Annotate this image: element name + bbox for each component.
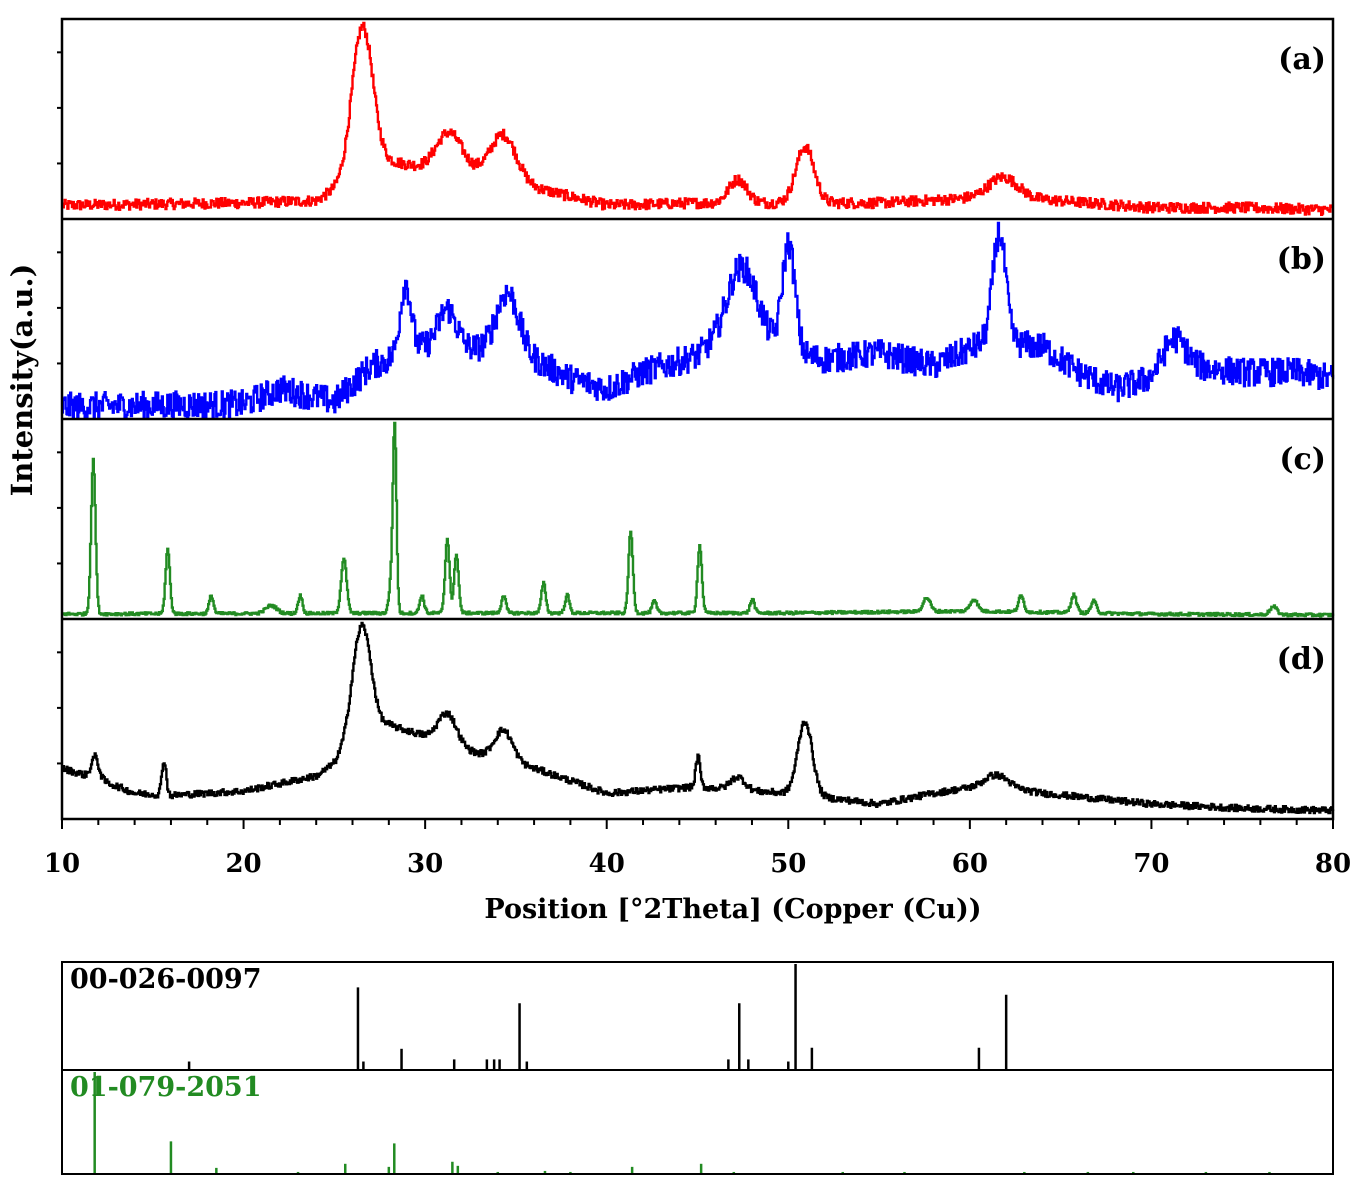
reference-plot: 00-026-0097 01-079-2051 [61,961,1334,1175]
x-tick-label: 60 [952,849,988,879]
x-tick-label: 10 [44,849,80,879]
x-tick-label: 50 [770,849,806,879]
panel-label-a: (a) [1278,42,1326,77]
series-line-c [61,421,1335,618]
reference-labels: 00-026-0097 01-079-2051 [70,964,262,1103]
x-tick-label: 70 [1133,849,1169,879]
panel-label-b: (b) [1277,242,1326,277]
series-line-a [61,21,1334,216]
x-tick-label: 80 [1315,849,1351,879]
panel-labels: (a) (b) (c) (d) [1277,42,1326,677]
x-tick-label: 40 [589,849,625,879]
x-tick-label: 20 [225,849,261,879]
reference-label-2: 01-079-2051 [70,1072,262,1103]
y-axis-label: Intensity(a.u.) [5,264,39,497]
panel-label-c: (c) [1279,442,1326,477]
reference-frame-box [61,961,1334,1175]
x-axis-label: Position [°2Theta] (Copper (Cu)) [484,894,981,925]
x-tick-label: 30 [407,849,443,879]
x-axis-ticks: 10 20 30 40 50 60 70 80 [44,819,1351,879]
frame-layer [57,17,1335,821]
reference-frame [61,961,1334,1175]
main-plot: 10 20 30 40 50 60 70 80 (a) (b) (c) (d) Position [… [5,17,1351,925]
panel-label-d: (d) [1277,642,1326,677]
reference-label-1: 00-026-0097 [70,964,262,995]
series-layer [61,21,1335,815]
series-line-b [61,221,1335,419]
series-line-d [61,621,1335,815]
